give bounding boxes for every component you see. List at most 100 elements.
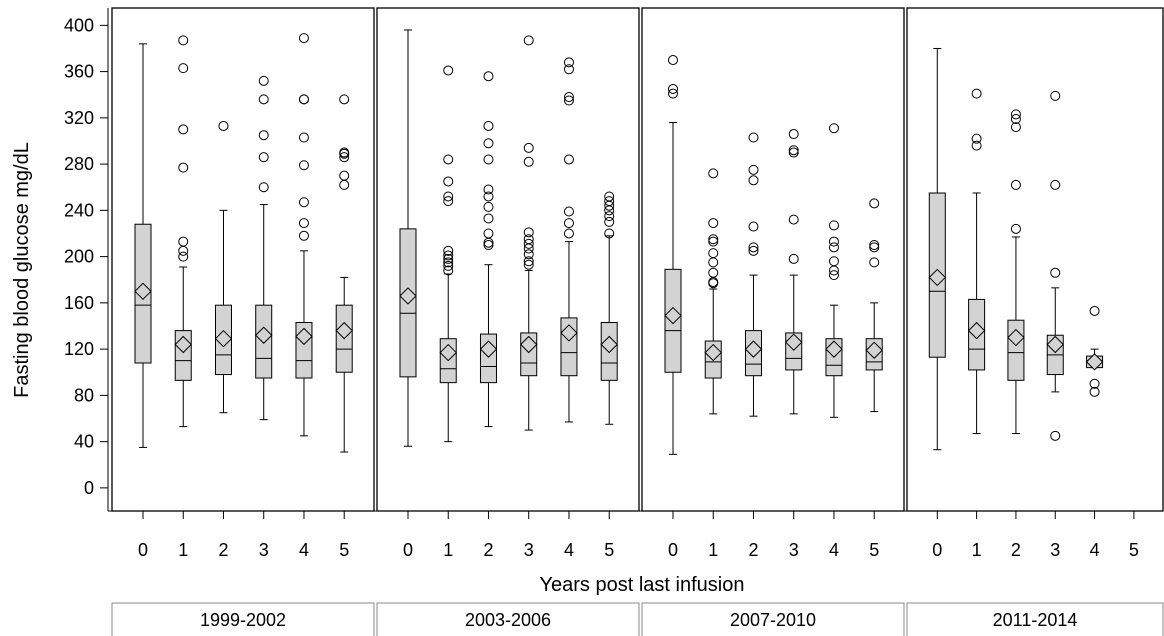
panel-1999-2002: 0 1 2 3 4 5 1999-2002: [111, 7, 375, 636]
y-tick-label: 160: [64, 293, 94, 313]
mean-marker: [479, 340, 498, 358]
y-tick-label: 320: [64, 108, 94, 128]
mean-marker: [214, 330, 233, 348]
y-tick-label: 200: [64, 247, 94, 267]
outlier-point: [869, 198, 880, 209]
outlier-point: [178, 124, 189, 135]
outlier-point: [708, 257, 719, 268]
outlier-point: [667, 55, 678, 66]
outlier-point: [708, 236, 719, 247]
outlier-point: [667, 83, 678, 94]
box-1999-2002-year-1: [174, 35, 192, 428]
mean-marker: [1085, 353, 1104, 371]
outlier-point: [828, 123, 839, 134]
outlier-point: [788, 145, 799, 156]
outlier-point: [563, 218, 574, 229]
outlier-point: [523, 238, 534, 249]
panel-strip: [376, 602, 640, 636]
outlier-point: [339, 179, 350, 190]
panel-label: 1999-2002: [200, 610, 286, 630]
panel-2007-2010: 0 1 2 3 4 5 2007-2010: [641, 7, 905, 636]
outlier-point: [523, 35, 534, 46]
x-tick-label: 3: [259, 540, 269, 560]
mean-marker: [1046, 335, 1064, 354]
x-tick-label: 5: [1129, 540, 1139, 560]
outlier-point: [483, 154, 494, 165]
box-2011-2014-year-4: [1085, 305, 1104, 397]
outlier-point: [828, 236, 839, 247]
outlier-point: [523, 259, 534, 270]
box-2007-2010-year-5: [865, 198, 883, 413]
mean-marker: [335, 321, 353, 340]
outlier-point: [971, 140, 982, 151]
outlier-point: [483, 201, 494, 212]
outlier-point: [1010, 223, 1021, 234]
x-tick-label: 1: [708, 540, 718, 560]
x-tick-label: 3: [524, 540, 534, 560]
outlier-point: [178, 245, 189, 256]
box-2003-2006-year-2: [479, 71, 498, 428]
outlier-point: [523, 249, 534, 260]
y-tick-label: 120: [64, 339, 94, 359]
outlier-point: [604, 216, 615, 227]
outlier-point: [667, 88, 678, 99]
x-tick-label: 5: [869, 540, 879, 560]
outlier-point: [869, 242, 880, 253]
mean-marker: [865, 341, 883, 359]
outlier-point: [971, 88, 982, 99]
outlier-point: [604, 196, 615, 207]
x-tick-label: 0: [138, 540, 148, 560]
mean-marker: [520, 335, 538, 354]
panel-frame: [376, 7, 640, 512]
outlier-point: [178, 35, 189, 46]
panel-2003-2006: 0 1 2 3 4 5 2003-2006: [376, 7, 640, 636]
box-2007-2010-year-1: [704, 168, 722, 415]
outlier-point: [178, 251, 189, 262]
outlier-point: [828, 220, 839, 231]
panel-frame: [111, 7, 375, 512]
outlier-point: [971, 133, 982, 144]
outlier-point: [604, 191, 615, 202]
outlier-point: [483, 228, 494, 239]
outlier-point: [339, 170, 350, 181]
outlier-point: [708, 218, 719, 229]
x-axis-title: Years post last infusion: [540, 574, 745, 596]
y-tick-label: 240: [64, 200, 94, 220]
outlier-point: [748, 175, 759, 186]
box-2007-2010-year-2: [744, 132, 763, 417]
outlier-point: [1089, 305, 1100, 316]
box-1999-2002-year-2: [214, 120, 233, 414]
outlier-point: [443, 250, 454, 261]
panel-2011-2014: 0 1 2 3 4 5 2011-2014: [906, 7, 1164, 636]
box-1999-2002-year-3: [255, 75, 273, 421]
outlier-point: [483, 191, 494, 202]
outlier-point: [298, 197, 309, 208]
x-tick-label: 2: [483, 540, 493, 560]
outlier-point: [178, 236, 189, 247]
outlier-point: [708, 248, 719, 259]
outlier-point: [443, 154, 454, 165]
mean-marker: [825, 340, 843, 358]
outlier-point: [443, 253, 454, 264]
outlier-point: [258, 182, 269, 193]
panel-frame: [906, 7, 1164, 512]
x-tick-label: 4: [564, 540, 574, 560]
outlier-point: [563, 154, 574, 165]
outlier-point: [523, 156, 534, 167]
box-2003-2006-year-3: [520, 35, 538, 431]
mean-marker: [174, 335, 192, 354]
y-tick-label: 0: [84, 478, 94, 498]
y-tick-label: 80: [74, 385, 94, 405]
outlier-point: [178, 162, 189, 173]
y-tick-label: 400: [64, 15, 94, 35]
outlier-point: [828, 256, 839, 267]
outlier-point: [443, 65, 454, 76]
outlier-point: [1010, 114, 1021, 125]
x-tick-label: 5: [604, 540, 614, 560]
outlier-point: [483, 71, 494, 82]
outlier-point: [1050, 267, 1061, 278]
outlier-point: [258, 75, 269, 86]
outlier-point: [1010, 179, 1021, 190]
outlier-point: [298, 160, 309, 171]
outlier-point: [483, 237, 494, 248]
